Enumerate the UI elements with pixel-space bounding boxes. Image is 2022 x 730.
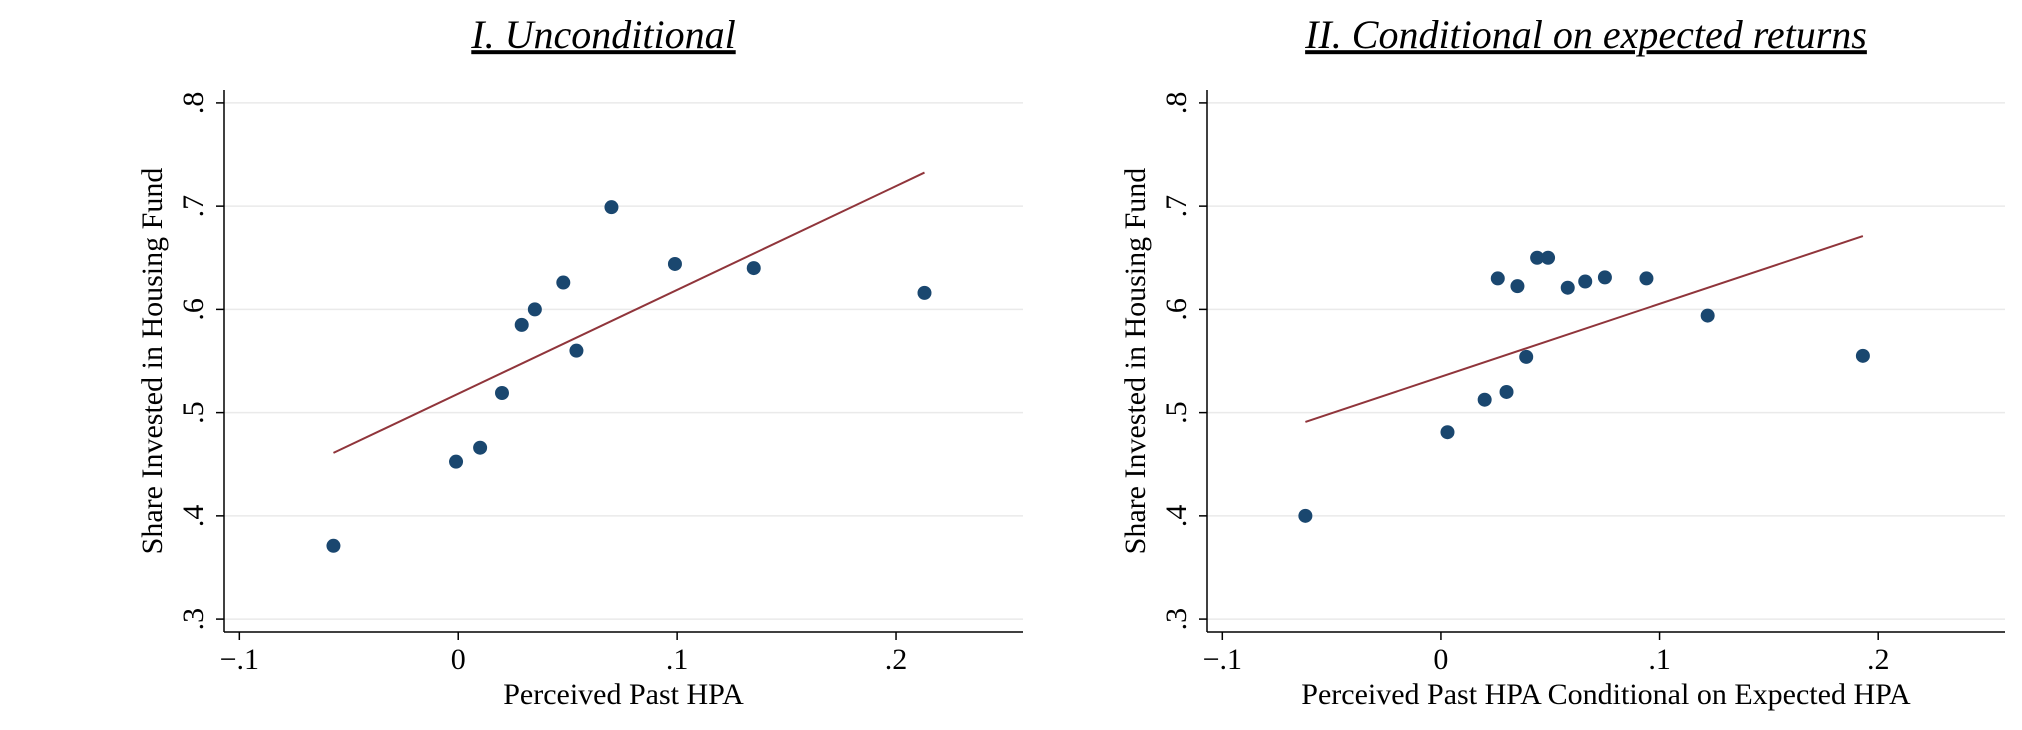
- point: [1700, 308, 1715, 323]
- y-tick-label: .6: [1160, 298, 1193, 321]
- point: [1541, 250, 1556, 265]
- fit-line: [1305, 235, 1864, 423]
- point: [746, 261, 761, 276]
- y-tick-label: .4: [1160, 505, 1193, 528]
- point: [667, 256, 682, 271]
- x-tick-label: −.1: [220, 643, 259, 676]
- point: [917, 285, 932, 300]
- point: [527, 302, 542, 317]
- point: [1490, 271, 1505, 286]
- y-tick-label: .8: [1160, 92, 1193, 115]
- point: [1578, 274, 1593, 289]
- point: [1510, 279, 1525, 294]
- y-tick-label: .7: [1160, 195, 1193, 218]
- x-axis-label: Perceived Past HPA Conditional on Expect…: [1301, 678, 1911, 711]
- point: [1499, 384, 1514, 399]
- y-tick-label: .4: [177, 505, 210, 528]
- point: [1440, 425, 1455, 440]
- point: [495, 386, 510, 401]
- point: [1597, 270, 1612, 285]
- point: [1560, 280, 1575, 295]
- point: [514, 317, 529, 332]
- x-tick-label: .2: [1867, 643, 1890, 676]
- point: [1298, 508, 1313, 523]
- point: [473, 440, 488, 455]
- y-tick-label: .6: [177, 298, 210, 321]
- point: [556, 275, 571, 290]
- y-tick-label: .7: [177, 195, 210, 218]
- y-tick-label: .3: [177, 608, 210, 631]
- x-tick-label: 0: [451, 643, 466, 676]
- x-axis-label: Perceived Past HPA: [503, 678, 744, 711]
- point: [1477, 392, 1492, 407]
- x-tick-label: .1: [1648, 643, 1671, 676]
- point: [326, 538, 341, 553]
- x-tick-label: 0: [1433, 643, 1448, 676]
- point: [1519, 349, 1534, 364]
- point: [604, 200, 619, 215]
- point: [1530, 250, 1545, 265]
- point: [1855, 348, 1870, 363]
- chart-title: II. Conditional on expected returns: [1304, 12, 1867, 57]
- point: [569, 343, 584, 358]
- y-tick-label: .3: [1160, 608, 1193, 631]
- chart-title: I. Unconditional: [470, 12, 735, 57]
- fit-line: [333, 171, 925, 454]
- y-axis-label: Share Invested in Housing Fund: [1119, 168, 1152, 555]
- x-tick-label: −.1: [1203, 643, 1242, 676]
- y-tick-label: .8: [177, 92, 210, 115]
- point: [449, 454, 464, 469]
- y-tick-label: .5: [177, 401, 210, 424]
- y-axis-label: Share Invested in Housing Fund: [136, 168, 169, 555]
- point: [1639, 271, 1654, 286]
- x-tick-label: .1: [666, 643, 689, 676]
- y-tick-label: .5: [1160, 401, 1193, 424]
- x-tick-label: .2: [885, 643, 908, 676]
